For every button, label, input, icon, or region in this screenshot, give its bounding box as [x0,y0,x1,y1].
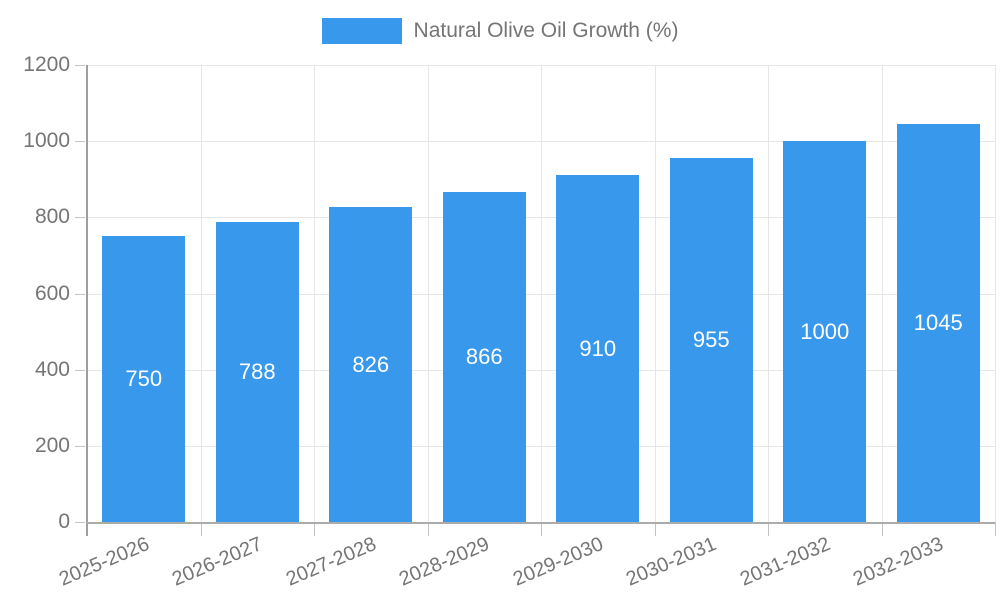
y-axis-tick-label: 200 [34,433,70,457]
gridline-vertical [654,65,656,522]
y-axis-line [86,65,88,536]
y-axis-tick [75,293,85,295]
x-axis-line [87,522,995,524]
bar[interactable]: 788 [215,221,299,522]
x-axis-tick [541,522,542,536]
bar-value-label: 910 [579,335,617,361]
gridline-vertical [541,65,542,522]
y-axis-tick-label: 1200 [23,53,70,76]
bar-value-label: 866 [465,344,503,370]
bar-value-label: 955 [692,327,730,353]
bar[interactable]: 1045 [896,124,980,522]
y-axis-tick-label: 1000 [23,129,70,153]
y-axis-tick-label: 800 [34,205,70,229]
x-axis-tick-label: 2028-2029 [396,533,493,591]
x-axis-tick [427,522,429,536]
bar[interactable]: 866 [442,192,526,522]
y-axis-tick-label: 600 [34,281,70,305]
gridline-vertical [768,65,769,522]
x-axis-tick-label: 2029-2030 [509,533,607,591]
gridline-vertical [314,65,315,522]
bar-value-label: 1000 [800,318,850,344]
x-axis-tick [768,522,769,536]
x-axis-tick [654,522,656,536]
y-axis-tick [75,445,85,447]
x-axis-tick-label: 2025-2026 [55,533,153,591]
gridline-vertical [995,65,996,522]
gridline-vertical [427,65,429,522]
bar[interactable]: 1000 [783,141,867,522]
y-axis-tick [75,141,85,143]
gridline-vertical [881,65,883,522]
y-axis-tick [75,217,85,219]
x-axis-tick-label: 2026-2027 [169,533,266,591]
legend-label: Natural Olive Oil Growth (%) [413,19,679,42]
bar-value-label: 826 [352,351,390,377]
x-axis-tick [314,522,315,536]
bar[interactable]: 826 [329,207,413,522]
bar-value-label: 1045 [913,310,963,335]
y-axis-tick-label: 0 [58,510,70,533]
bar[interactable]: 750 [102,236,186,522]
legend-item[interactable]: Natural Olive Oil Growth (%) [321,18,679,44]
bar-value-label: 750 [125,366,163,392]
x-axis-tick-label: 2032-2033 [850,533,947,591]
x-axis-tick [881,522,883,536]
x-axis-tick [200,522,202,536]
bar[interactable]: 955 [669,158,753,522]
bar-value-label: 788 [238,358,276,384]
x-axis-tick-label: 2031-2032 [736,533,834,591]
legend: Natural Olive Oil Growth (%) [0,18,1000,44]
x-axis-tick-label: 2030-2031 [623,533,720,591]
y-axis-tick-label: 400 [34,357,70,381]
y-axis-tick [75,65,85,66]
y-axis-tick [75,369,85,371]
gridline-vertical [200,65,202,522]
x-axis-tick [995,522,996,536]
legend-swatch [321,18,402,44]
bar[interactable]: 910 [556,175,640,522]
y-axis-tick [75,522,85,523]
x-axis-tick-label: 2027-2028 [282,533,380,591]
